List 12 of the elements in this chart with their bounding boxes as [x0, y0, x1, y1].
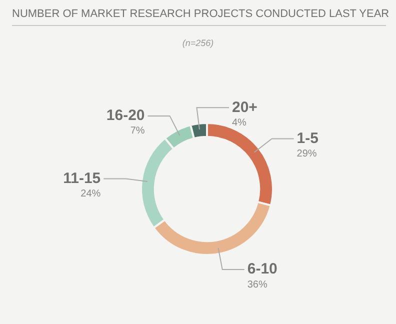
slice-label: 6-10: [247, 260, 278, 278]
data-label: 29%: [296, 148, 317, 160]
data-label: 7%: [130, 126, 145, 137]
chart-title: NUMBER OF MARKET RESEARCH PROJECTS CONDUCTED LAST YEAR: [12, 8, 390, 22]
slice-label: 11-15: [63, 170, 101, 187]
data-label: 36%: [247, 279, 268, 290]
data-label: 24%: [80, 188, 101, 200]
chart-subtitle: (n=256): [181, 38, 215, 48]
slice-label: 1-5: [296, 130, 318, 147]
slice-label: 16-20: [106, 107, 145, 124]
slice-label: 20+: [232, 98, 258, 116]
data-label: 4%: [232, 117, 247, 128]
